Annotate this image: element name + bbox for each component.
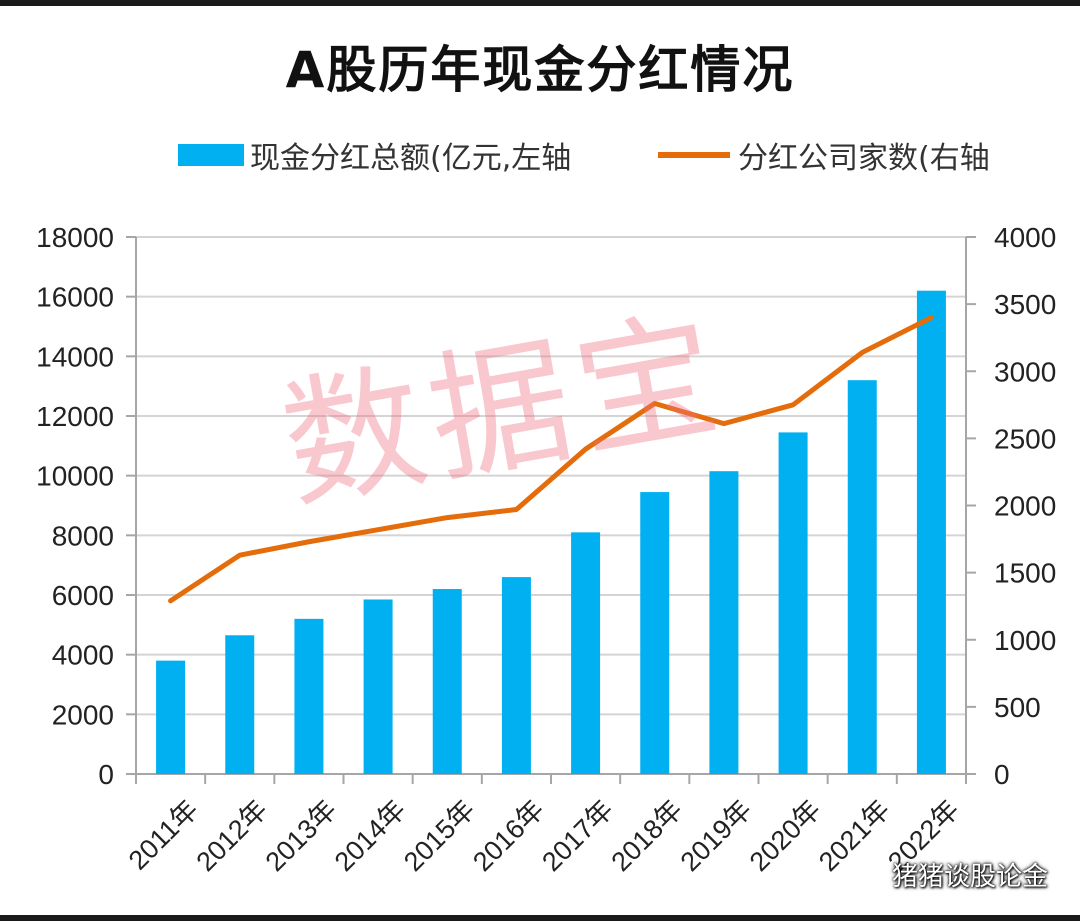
y-right-tick-label: 0 bbox=[994, 759, 1010, 790]
bar-2011年 bbox=[156, 660, 186, 774]
legend-swatch-line bbox=[658, 152, 730, 158]
bar-2019年 bbox=[709, 471, 739, 774]
wechat-icon bbox=[856, 860, 886, 890]
x-tick-label: 2013年 bbox=[260, 794, 343, 877]
bar-2017年 bbox=[571, 532, 601, 774]
legend-item-company-count: 分红公司家数(右轴 bbox=[658, 133, 990, 177]
brand-name: 猪猪谈股论金 bbox=[892, 862, 1049, 892]
y-left-tick-label: 2000 bbox=[52, 699, 114, 730]
y-right-tick-label: 1500 bbox=[994, 558, 1056, 589]
brand-tag: 猪猪谈股论金 bbox=[856, 856, 1048, 893]
y-left-tick-label: 10000 bbox=[36, 461, 114, 492]
y-left-tick-label: 16000 bbox=[36, 282, 114, 313]
y-left-tick-label: 12000 bbox=[36, 401, 114, 432]
line-series-company-count bbox=[168, 315, 934, 604]
x-tick-label: 2015年 bbox=[398, 794, 481, 877]
y-right-tick-label: 4000 bbox=[994, 222, 1056, 253]
legend-label-company-count: 分红公司家数(右轴 bbox=[738, 141, 990, 176]
x-tick-label: 2018年 bbox=[605, 794, 688, 877]
x-tick-label: 2019年 bbox=[675, 794, 758, 877]
bar-2021年 bbox=[847, 380, 877, 774]
y-right-tick-label: 3500 bbox=[994, 289, 1056, 320]
y-left-tick-label: 8000 bbox=[52, 520, 114, 551]
bar-2022年 bbox=[916, 290, 946, 774]
legend-swatch-bar bbox=[178, 144, 244, 166]
bar-2012年 bbox=[225, 635, 255, 774]
chart-title: A股历年现金分红情况 bbox=[285, 41, 795, 99]
bar-2015年 bbox=[432, 589, 462, 774]
bar-2013年 bbox=[294, 618, 324, 774]
x-tick-label: 2017年 bbox=[536, 794, 619, 877]
y-right-tick-label: 2000 bbox=[994, 491, 1056, 522]
legend-label-cash-dividend: 现金分红总额(亿元,左轴 bbox=[250, 141, 572, 176]
legend-item-cash-dividend: 现金分红总额(亿元,左轴 bbox=[178, 133, 571, 177]
y-left-tick-label: 14000 bbox=[36, 341, 114, 372]
x-tick-label: 2016年 bbox=[467, 794, 550, 877]
bar-2018年 bbox=[640, 492, 670, 774]
y-left-tick-label: 6000 bbox=[52, 580, 114, 611]
y-left-tick-label: 18000 bbox=[36, 222, 114, 253]
y-right-tick-label: 500 bbox=[994, 692, 1041, 723]
x-tick-label: 2012年 bbox=[190, 794, 273, 877]
x-tick-label: 2020年 bbox=[744, 794, 827, 877]
y-left-tick-label: 0 bbox=[98, 759, 114, 790]
bar-2016年 bbox=[501, 577, 531, 774]
x-tick-label: 2014年 bbox=[329, 794, 412, 877]
y-right-tick-label: 2500 bbox=[994, 423, 1056, 454]
y-right-tick-label: 3000 bbox=[994, 356, 1056, 387]
bar-2020年 bbox=[778, 432, 808, 774]
x-tick-label: 2011年 bbox=[123, 794, 204, 875]
bar-2014年 bbox=[363, 599, 393, 774]
y-left-tick-label: 4000 bbox=[52, 640, 114, 671]
y-right-tick-label: 1000 bbox=[994, 625, 1056, 656]
